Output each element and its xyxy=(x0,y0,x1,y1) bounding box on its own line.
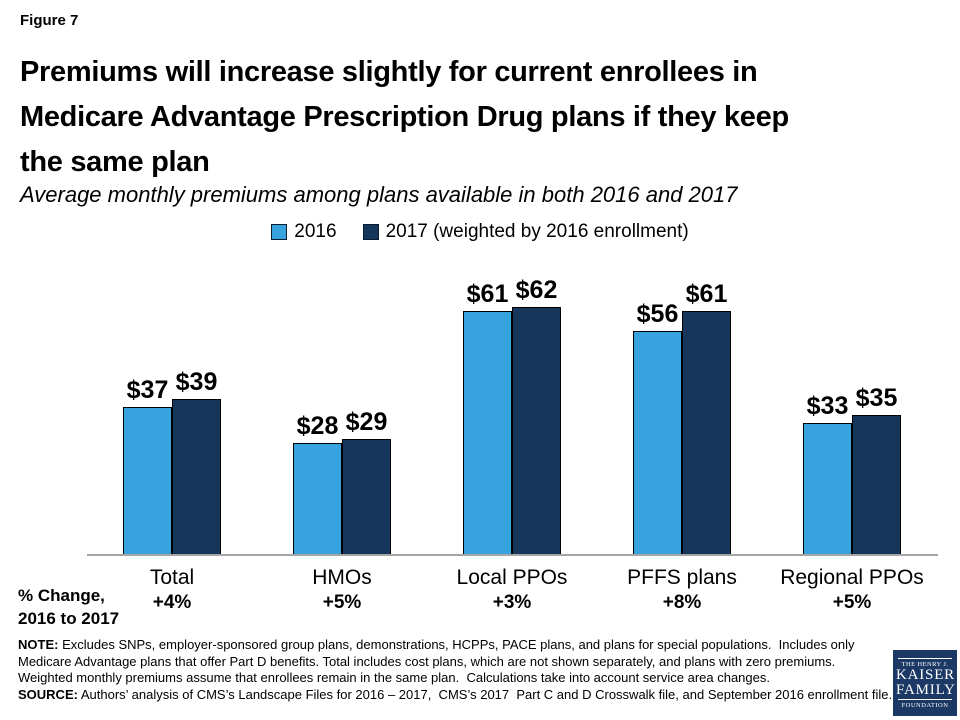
kaiser-family-foundation-logo: THE HENRY J. KAISER FAMILY FOUNDATION xyxy=(893,650,957,716)
value-label-2017-total: $39 xyxy=(175,368,218,396)
bar-2017-hmos xyxy=(342,439,391,555)
legend-label-2017: 2017 (weighted by 2016 enrollment) xyxy=(385,221,689,242)
bar-2016-hmos xyxy=(293,443,342,555)
legend-item-2016: 2016 xyxy=(271,221,337,243)
chart-subtitle: Average monthly premiums among plans ava… xyxy=(20,182,738,207)
x-axis-line xyxy=(87,554,938,556)
category-label-pffs-plans: PFFS plans xyxy=(627,566,737,589)
bar-2017-regional-ppos xyxy=(852,415,901,555)
page-title: Premiums will increase slightly for curr… xyxy=(20,56,789,178)
value-label-2017-pffs-plans: $61 xyxy=(685,280,728,308)
legend-item-2017: 2017 (weighted by 2016 enrollment) xyxy=(362,221,689,243)
source-text: Authors’ analysis of CMS’s Landscape Fil… xyxy=(80,686,893,702)
category-label-hmos: HMOs xyxy=(312,566,372,589)
bar-2016-total xyxy=(123,407,172,555)
bar-2016-regional-ppos xyxy=(803,423,852,555)
value-label-2017-hmos: $29 xyxy=(345,408,388,436)
category-label-regional-ppos: Regional PPOs xyxy=(780,566,924,589)
pct-change-total: +4% xyxy=(152,592,192,613)
source-paragraph: SOURCE: Authors’ analysis of CMS’s Lands… xyxy=(18,687,896,704)
legend-swatch-2016-icon xyxy=(271,224,288,240)
category-label-total: Total xyxy=(149,566,195,589)
pct-change-local-ppos: +3% xyxy=(492,592,532,613)
value-label-2016-total: $37 xyxy=(126,376,169,404)
pct-change-axis-label: % Change, 2016 to 2017 xyxy=(18,586,120,628)
value-label-2017-local-ppos: $62 xyxy=(515,276,558,304)
legend-label-2016: 2016 xyxy=(294,221,337,242)
footnotes: NOTE: Excludes SNPs, employer-sponsored … xyxy=(18,637,896,703)
bar-2016-local-ppos xyxy=(463,311,512,555)
bar-2017-pffs-plans xyxy=(682,311,731,555)
value-label-2016-regional-ppos: $33 xyxy=(806,392,849,420)
logo-line-henry-j: THE HENRY J. xyxy=(898,657,952,668)
value-label-2016-local-ppos: $61 xyxy=(466,280,509,308)
source-label: SOURCE: xyxy=(18,686,78,702)
value-label-2016-pffs-plans: $56 xyxy=(636,300,679,328)
value-label-2017-regional-ppos: $35 xyxy=(855,384,898,412)
value-label-2016-hmos: $28 xyxy=(296,412,339,440)
logo-line-kaiser: KAISER xyxy=(896,666,955,683)
chart-legend: 2016 2017 (weighted by 2016 enrollment) xyxy=(0,221,960,243)
note-label: NOTE: xyxy=(18,637,59,652)
pct-change-pffs-plans: +8% xyxy=(662,592,702,613)
pct-change-hmos: +5% xyxy=(322,592,362,613)
note-paragraph: NOTE: Excludes SNPs, employer-sponsored … xyxy=(18,637,896,687)
category-label-local-ppos: Local PPOs xyxy=(456,566,568,589)
bar-2016-pffs-plans xyxy=(633,331,682,555)
bar-2017-local-ppos xyxy=(512,307,561,555)
legend-swatch-2017-icon xyxy=(362,224,379,240)
figure-label: Figure 7 xyxy=(20,12,79,29)
bar-2017-total xyxy=(172,399,221,555)
logo-line-foundation: FOUNDATION xyxy=(898,698,952,709)
note-text: Excludes SNPs, employer-sponsored group … xyxy=(18,637,855,685)
logo-line-family: FAMILY xyxy=(896,681,956,698)
pct-change-regional-ppos: +5% xyxy=(832,592,872,613)
